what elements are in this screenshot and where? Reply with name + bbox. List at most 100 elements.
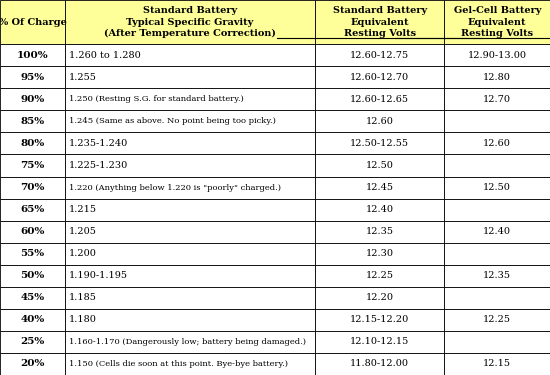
Text: Resting Volts: Resting Volts bbox=[344, 29, 416, 38]
Bar bbox=[315, 154, 444, 177]
Bar bbox=[0, 353, 65, 375]
Bar bbox=[0, 154, 65, 177]
Text: 1.235-1.240: 1.235-1.240 bbox=[69, 139, 128, 148]
Bar bbox=[0, 44, 65, 66]
Bar bbox=[65, 0, 315, 44]
Text: 1.255: 1.255 bbox=[69, 73, 97, 82]
Bar bbox=[315, 44, 444, 66]
Text: 12.80: 12.80 bbox=[483, 73, 511, 82]
Bar bbox=[444, 132, 550, 154]
Text: 12.60-12.65: 12.60-12.65 bbox=[350, 95, 409, 104]
Bar bbox=[444, 44, 550, 66]
Text: 1.225-1.230: 1.225-1.230 bbox=[69, 161, 128, 170]
Bar bbox=[65, 177, 315, 199]
Bar bbox=[65, 66, 315, 88]
Text: 1.180: 1.180 bbox=[69, 315, 97, 324]
Bar bbox=[0, 220, 65, 243]
Text: 12.90-13.00: 12.90-13.00 bbox=[468, 51, 527, 60]
Bar bbox=[315, 309, 444, 331]
Bar bbox=[444, 0, 550, 44]
Bar bbox=[315, 66, 444, 88]
Text: 1.200: 1.200 bbox=[69, 249, 97, 258]
Bar bbox=[444, 66, 550, 88]
Bar bbox=[65, 88, 315, 110]
Text: Gel-Cell Battery: Gel-Cell Battery bbox=[454, 6, 541, 15]
Text: Standard Battery: Standard Battery bbox=[333, 6, 427, 15]
Text: 12.60: 12.60 bbox=[483, 139, 511, 148]
Bar bbox=[0, 0, 65, 44]
Bar bbox=[0, 66, 65, 88]
Text: 1.205: 1.205 bbox=[69, 227, 97, 236]
Text: 1.215: 1.215 bbox=[69, 205, 97, 214]
Text: 12.15-12.20: 12.15-12.20 bbox=[350, 315, 409, 324]
Text: 12.35: 12.35 bbox=[483, 271, 511, 280]
Text: 95%: 95% bbox=[20, 73, 45, 82]
Bar bbox=[444, 199, 550, 220]
Text: Equivalent: Equivalent bbox=[468, 18, 526, 27]
Bar bbox=[65, 44, 315, 66]
Text: 1.190-1.195: 1.190-1.195 bbox=[69, 271, 128, 280]
Bar bbox=[65, 220, 315, 243]
Bar bbox=[315, 331, 444, 353]
Text: 12.30: 12.30 bbox=[366, 249, 394, 258]
Bar bbox=[315, 110, 444, 132]
Bar bbox=[0, 88, 65, 110]
Bar bbox=[65, 287, 315, 309]
Text: 12.40: 12.40 bbox=[366, 205, 394, 214]
Bar bbox=[65, 132, 315, 154]
Bar bbox=[315, 243, 444, 265]
Bar bbox=[444, 110, 550, 132]
Text: 1.150 (Cells die soon at this point. Bye-bye battery.): 1.150 (Cells die soon at this point. Bye… bbox=[69, 360, 288, 368]
Text: 12.50: 12.50 bbox=[366, 161, 394, 170]
Text: 12.50-12.55: 12.50-12.55 bbox=[350, 139, 409, 148]
Bar bbox=[444, 309, 550, 331]
Text: 12.20: 12.20 bbox=[366, 293, 394, 302]
Text: 1.220 (Anything below 1.220 is "poorly" charged.): 1.220 (Anything below 1.220 is "poorly" … bbox=[69, 184, 280, 192]
Bar bbox=[444, 177, 550, 199]
Text: 12.60-12.75: 12.60-12.75 bbox=[350, 51, 409, 60]
Text: 45%: 45% bbox=[20, 293, 45, 302]
Text: 1.160-1.170 (Dangerously low; battery being damaged.): 1.160-1.170 (Dangerously low; battery be… bbox=[69, 338, 306, 346]
Bar bbox=[65, 154, 315, 177]
Text: Equivalent: Equivalent bbox=[350, 18, 409, 27]
Bar bbox=[65, 243, 315, 265]
Text: 60%: 60% bbox=[20, 227, 45, 236]
Bar bbox=[0, 287, 65, 309]
Bar bbox=[315, 199, 444, 220]
Text: 40%: 40% bbox=[20, 315, 45, 324]
Text: % Of Charge: % Of Charge bbox=[0, 18, 67, 27]
Text: 70%: 70% bbox=[20, 183, 45, 192]
Text: 1.185: 1.185 bbox=[69, 293, 97, 302]
Bar bbox=[0, 243, 65, 265]
Text: 12.35: 12.35 bbox=[366, 227, 394, 236]
Text: 80%: 80% bbox=[20, 139, 45, 148]
Text: 90%: 90% bbox=[20, 95, 45, 104]
Text: 55%: 55% bbox=[20, 249, 45, 258]
Text: 12.60-12.70: 12.60-12.70 bbox=[350, 73, 409, 82]
Text: Standard Battery: Standard Battery bbox=[143, 6, 237, 15]
Bar bbox=[0, 132, 65, 154]
Text: (After Temperature Correction): (After Temperature Correction) bbox=[104, 29, 276, 38]
Bar bbox=[315, 287, 444, 309]
Bar bbox=[65, 265, 315, 287]
Bar bbox=[315, 88, 444, 110]
Bar bbox=[0, 110, 65, 132]
Bar bbox=[315, 353, 444, 375]
Bar bbox=[444, 353, 550, 375]
Text: 12.10-12.15: 12.10-12.15 bbox=[350, 338, 409, 346]
Bar bbox=[0, 265, 65, 287]
Text: 12.25: 12.25 bbox=[366, 271, 394, 280]
Text: 12.45: 12.45 bbox=[366, 183, 394, 192]
Bar bbox=[315, 0, 444, 44]
Bar bbox=[0, 309, 65, 331]
Bar bbox=[315, 177, 444, 199]
Bar bbox=[65, 353, 315, 375]
Text: 20%: 20% bbox=[20, 360, 45, 369]
Bar bbox=[65, 309, 315, 331]
Text: 12.50: 12.50 bbox=[483, 183, 511, 192]
Bar bbox=[315, 220, 444, 243]
Bar bbox=[444, 265, 550, 287]
Bar bbox=[0, 199, 65, 220]
Bar bbox=[65, 331, 315, 353]
Text: 50%: 50% bbox=[20, 271, 45, 280]
